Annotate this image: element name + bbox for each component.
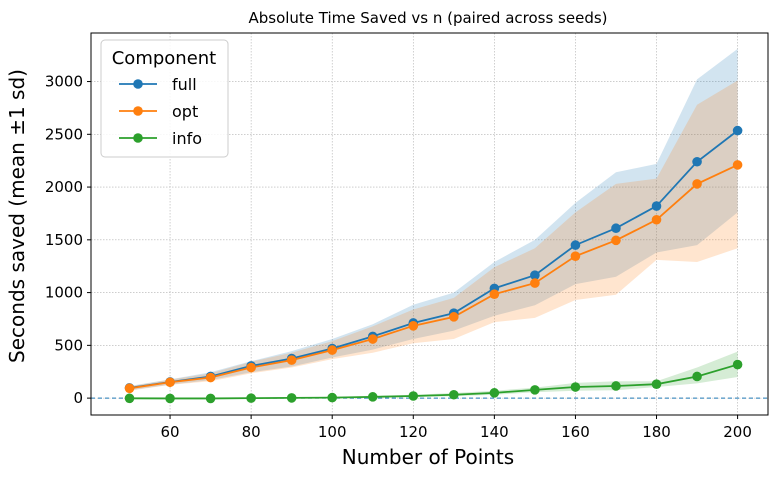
data-point-info <box>205 393 216 404</box>
data-point-full <box>692 156 702 167</box>
data-point-opt <box>327 345 338 355</box>
data-point-opt <box>732 160 743 170</box>
data-point-opt <box>530 278 540 288</box>
data-point-info <box>408 391 419 401</box>
data-point-info <box>367 392 378 402</box>
data-point-info <box>246 393 256 403</box>
data-point-opt <box>651 214 662 225</box>
plot-border <box>90 32 769 416</box>
legend-box <box>100 39 229 158</box>
data-point-opt <box>205 372 216 383</box>
legend-title: Component <box>112 48 217 69</box>
series-line-opt <box>129 164 738 390</box>
data-point-full <box>611 223 621 234</box>
data-point-info <box>611 381 621 391</box>
data-point-opt <box>367 334 378 344</box>
data-point-full <box>651 201 662 211</box>
y-tick-label: 1500 <box>45 231 83 249</box>
data-point-full <box>570 240 581 250</box>
legend-label-opt: opt <box>172 102 198 121</box>
data-point-info <box>489 388 500 398</box>
x-tick-label: 140 <box>480 423 509 441</box>
series-line-info <box>129 363 738 400</box>
x-tick-label: 200 <box>723 423 752 441</box>
data-point-info <box>651 379 662 389</box>
grid <box>91 33 768 415</box>
y-tick-label: 500 <box>54 336 83 354</box>
y-tick-label: 3000 <box>45 73 83 91</box>
x-tick-label: 100 <box>318 423 347 441</box>
data-point-info <box>124 393 135 404</box>
data-point-opt <box>246 362 256 373</box>
legend-marker-full <box>133 79 143 89</box>
y-axis-ticks: 0 500 1000 1500 2000 2500 3000 <box>45 73 91 407</box>
data-point-full <box>530 270 540 280</box>
data-point-opt <box>570 251 581 261</box>
data-point-info <box>449 389 459 400</box>
legend-marker-info <box>133 133 143 143</box>
legend-label-full: full <box>172 75 197 94</box>
x-axis-ticks: 60 80 100 120 140 160 180 200 <box>161 415 752 441</box>
y-tick-label: 2000 <box>45 178 83 196</box>
data-point-opt <box>165 377 175 388</box>
data-point-opt <box>124 383 135 394</box>
x-tick-label: 80 <box>242 423 261 441</box>
x-tick-label: 60 <box>161 423 180 441</box>
data-point-opt <box>489 289 500 299</box>
data-point-info <box>165 393 175 404</box>
data-point-info <box>732 359 743 370</box>
y-tick-label: 2500 <box>45 125 83 143</box>
data-point-info <box>327 392 338 403</box>
data-point-opt <box>286 355 297 365</box>
legend-marker-opt <box>133 106 143 116</box>
data-point-opt <box>408 321 419 331</box>
data-point-opt <box>692 179 702 189</box>
x-tick-label: 160 <box>561 423 590 441</box>
x-tick-label: 180 <box>642 423 671 441</box>
data-point-info <box>286 393 297 403</box>
chart-title: Absolute Time Saved vs n (paired across … <box>248 9 607 27</box>
data-point-info <box>692 371 702 382</box>
plot-frame <box>90 32 769 416</box>
y-axis-label: Seconds saved (mean ±1 sd) <box>5 69 29 363</box>
x-tick-label: 120 <box>399 423 428 441</box>
data-point-opt <box>449 312 459 322</box>
legend: Component full opt info <box>100 39 229 158</box>
series-lines <box>129 129 739 400</box>
data-point-info <box>530 385 540 395</box>
x-axis-label: Number of Points <box>342 445 514 469</box>
y-tick-label: 0 <box>73 389 83 407</box>
legend-label-info: info <box>172 129 202 148</box>
data-point-opt <box>611 235 621 246</box>
data-point-full <box>732 125 743 136</box>
data-point-info <box>570 382 581 392</box>
series-points <box>124 125 743 404</box>
y-tick-label: 1000 <box>45 284 83 302</box>
series-line-full <box>129 129 739 389</box>
